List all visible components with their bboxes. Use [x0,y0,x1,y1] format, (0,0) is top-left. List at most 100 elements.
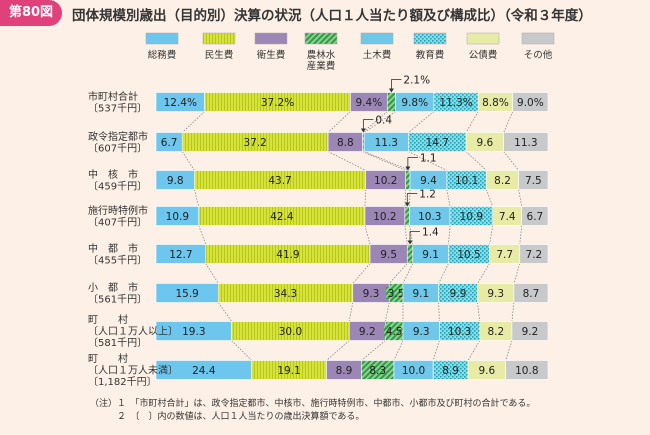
connector-line [362,111,388,133]
data-label: 8.9 [336,365,353,377]
bar-group: 12.4% 37.2% 9.4% 9.8% 11.3% 8.8% 9.0% [155,92,549,112]
callout-label: 0.4 [375,115,392,127]
bar-segment [503,132,549,152]
connector-line [388,263,408,284]
connector-line [465,111,479,133]
bar-segment [513,283,549,303]
data-label: 41.9 [276,249,299,261]
bar-group: 9.8 43.7 10.2 9.4 10.1 8.2 7.5 [155,170,549,190]
data-label: 10.3 [418,211,441,223]
category-label: 町 村〔人口１万人以上〕〔581千円〕 [88,313,178,349]
connector-line [327,151,366,171]
data-label-bg [242,136,269,148]
legend-swatch [304,32,338,45]
data-label: 9.3 [413,326,430,338]
callout-arrow [407,240,413,245]
data-label-bg [276,364,303,376]
data-label: 7.5 [525,175,542,187]
callout-arrow [405,166,411,171]
data-label: 9.4% [356,97,383,109]
connector-line [446,189,451,207]
data-label-bg [261,96,294,108]
data-label: 10.0 [402,365,425,377]
legend-label: 農林水産業費 [307,49,336,72]
data-label: 8.2 [494,175,511,187]
data-label: 30.0 [279,326,302,338]
data-label-bg [272,287,299,299]
legend-label: 教育費 [416,49,445,61]
data-label: 10.9 [166,211,189,223]
chart-notes: （注）１ 「市町村合計」は、政令指定都市、中核市、施行時特例市、中都市、小都市及… [90,398,535,424]
connector-line [361,340,386,361]
data-label: 8.8% [482,97,509,109]
connector-line [198,225,207,245]
bar-segment [406,244,414,264]
data-label: 10.1 [455,175,478,187]
legend-label: 公債費 [469,49,498,61]
connector-line [362,151,406,171]
connector-line [511,302,515,322]
callout-label: 1.2 [419,189,436,201]
legend-swatch [466,32,500,45]
connector-line [505,340,513,361]
category-label: 中 核 市〔459千円〕 [88,168,147,193]
data-label: 6.7 [161,137,178,149]
bar-segment [519,244,549,264]
data-label: 19.3 [182,326,205,338]
connector-line [352,263,371,284]
data-label-bg [440,96,473,108]
data-label-bg [267,174,294,186]
data-label: 8.8 [337,137,354,149]
bar-segment [505,360,549,380]
callout-label: 1.4 [422,227,439,239]
data-label: 37.2% [261,97,294,109]
bar-segment [386,92,396,112]
data-label: 12.4% [164,97,197,109]
bar-segment [521,206,549,226]
data-label: 9.2 [522,326,539,338]
connector-line [384,302,390,322]
connector-line [518,189,523,207]
data-label: 6.7 [527,211,544,223]
connector-line [486,189,494,207]
note-line-1: （注）１ 「市町村合計」は、政令指定都市、中核市、施行時特例市、中都市、小都市及… [90,399,536,409]
bar-segment [511,321,549,341]
category-label: 小 都 市〔561千円〕 [88,281,147,306]
callout-arrow [360,128,366,133]
bar-segment [518,170,549,190]
legend-label: 土木費 [363,49,392,61]
data-label: 9.3 [363,288,380,300]
connector-line [477,263,490,284]
legend-swatch [254,32,288,45]
data-label: 19.1 [277,365,300,377]
data-label: 11.3 [375,137,398,149]
data-label-bg [456,248,483,260]
data-label-bg [277,325,304,337]
data-label-bg [384,325,405,337]
data-label: 12.7 [169,249,192,261]
callout-label: 2.1% [403,75,430,87]
data-label: 42.4 [270,211,294,223]
data-label-bg [268,210,295,222]
connector-line [181,151,195,171]
connector-line [194,189,200,207]
data-label-bg [448,287,469,299]
data-label: 9.8% [401,97,428,109]
legend-swatch [360,32,394,45]
data-label-bg [274,248,301,260]
bar-group: 15.9 34.3 9.3 3.5 9.1 9.9 9.3 8.7 [155,283,549,303]
connector-line [408,151,448,171]
connector-line [402,263,414,284]
callout-arrow [388,88,394,93]
data-label: 10.8 [515,365,538,377]
data-label: 37.2 [243,137,266,149]
figure-number-badge: 第80図 [0,0,62,26]
connector-line [503,111,514,133]
data-label: 24.4 [192,365,216,377]
data-label: 8.7 [523,288,540,300]
connector-line [408,111,435,133]
bar-segment [405,170,411,190]
data-label-bg [453,174,480,186]
connector-line [438,263,449,284]
